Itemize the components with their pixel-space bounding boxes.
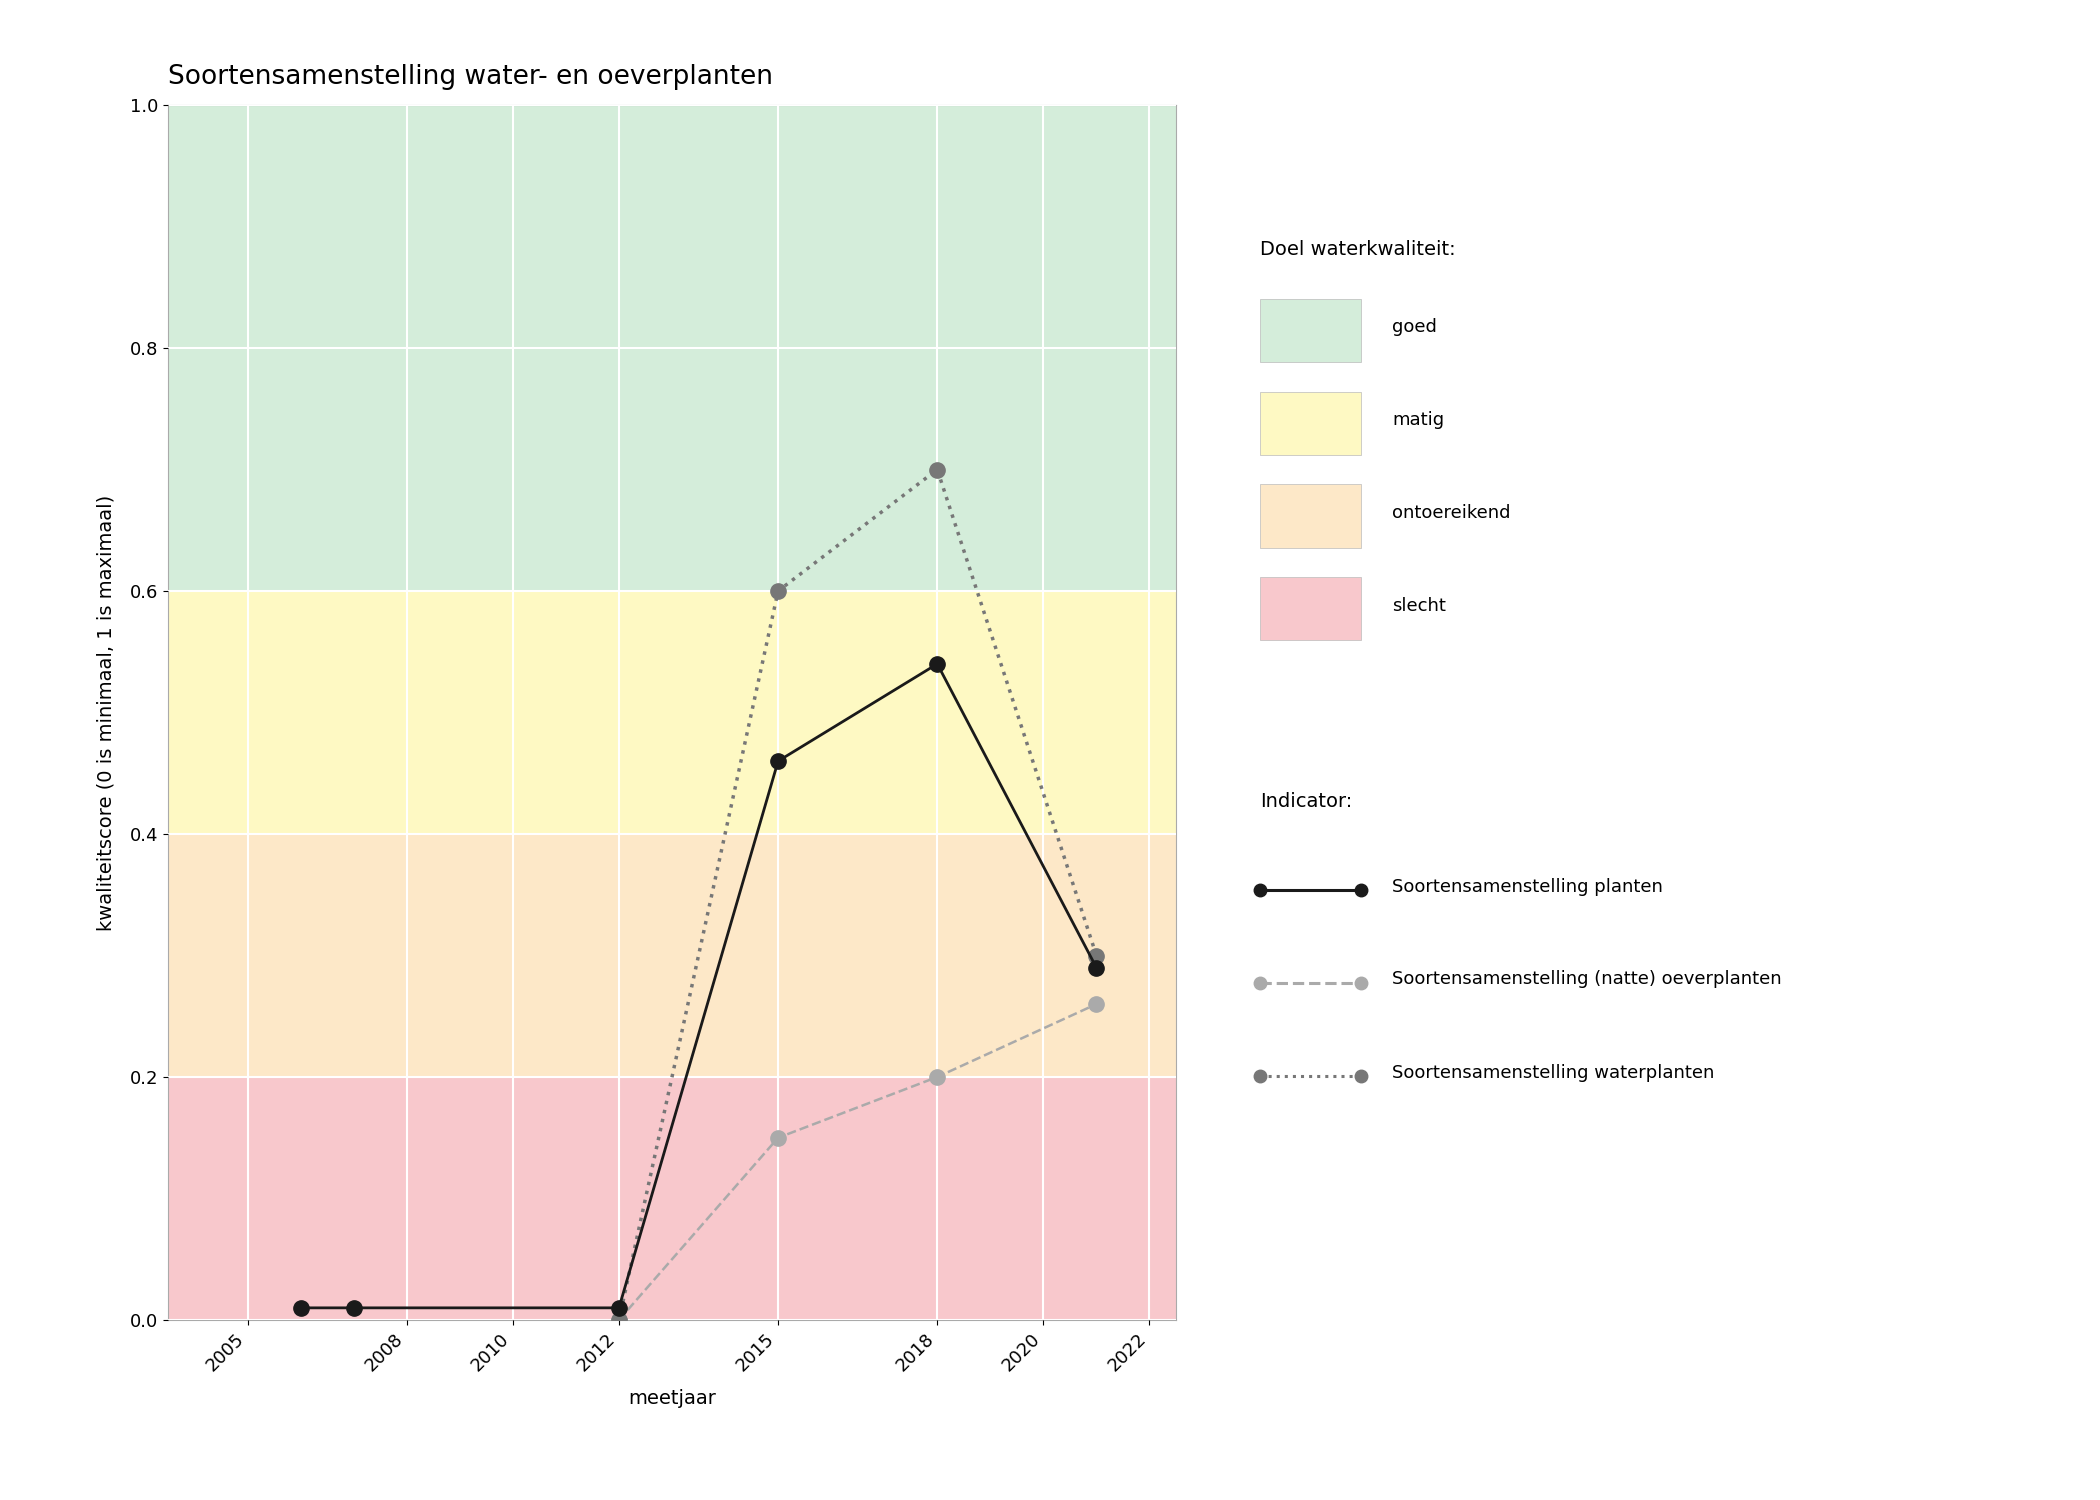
Text: Soortensamenstelling planten: Soortensamenstelling planten xyxy=(1392,878,1663,896)
Text: Doel waterkwaliteit:: Doel waterkwaliteit: xyxy=(1260,240,1455,260)
Text: Indicator:: Indicator: xyxy=(1260,792,1352,812)
Text: goed: goed xyxy=(1392,318,1436,336)
Bar xyxy=(168,105,1176,591)
Text: Soortensamenstelling (natte) oeverplanten: Soortensamenstelling (natte) oeverplante… xyxy=(1392,970,1783,988)
Text: matig: matig xyxy=(1392,411,1445,429)
Bar xyxy=(168,591,1176,834)
Text: slecht: slecht xyxy=(1392,597,1447,615)
Bar xyxy=(168,1077,1176,1320)
Y-axis label: kwaliteitscore (0 is minimaal, 1 is maximaal): kwaliteitscore (0 is minimaal, 1 is maxi… xyxy=(97,495,116,930)
Text: Soortensamenstelling waterplanten: Soortensamenstelling waterplanten xyxy=(1392,1064,1716,1082)
X-axis label: meetjaar: meetjaar xyxy=(628,1389,716,1407)
Bar xyxy=(168,834,1176,1077)
Text: Soortensamenstelling water- en oeverplanten: Soortensamenstelling water- en oeverplan… xyxy=(168,64,773,90)
Text: ontoereikend: ontoereikend xyxy=(1392,504,1510,522)
